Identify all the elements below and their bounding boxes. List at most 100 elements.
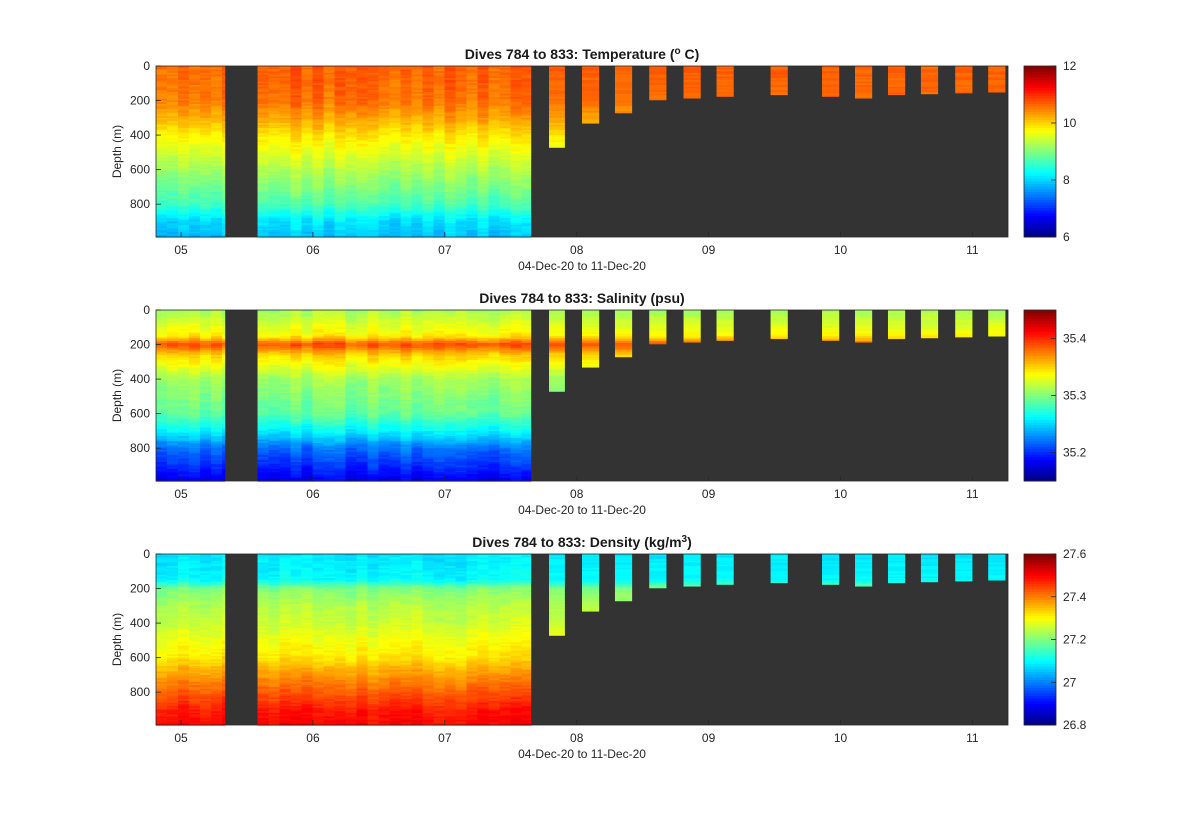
data-cell xyxy=(156,403,168,406)
data-cell xyxy=(178,140,190,143)
data-cell xyxy=(301,370,314,373)
data-cell xyxy=(257,422,270,425)
colorbar-segment xyxy=(1024,218,1056,222)
data-cell xyxy=(356,98,369,102)
data-cell xyxy=(279,152,292,155)
data-cell xyxy=(301,166,314,169)
data-cell xyxy=(378,211,391,214)
data-cell xyxy=(211,228,223,231)
data-cell xyxy=(378,133,391,136)
data-cell xyxy=(211,148,223,152)
data-cell xyxy=(211,150,223,153)
data-cell xyxy=(290,162,303,166)
data-cell xyxy=(466,123,479,126)
data-cell xyxy=(466,174,479,178)
data-cell xyxy=(488,204,501,207)
data-cell xyxy=(200,386,212,389)
data-cell xyxy=(334,202,347,205)
data-cell xyxy=(167,162,179,166)
data-cell xyxy=(211,339,223,342)
data-cell xyxy=(167,185,179,188)
data-cell xyxy=(301,74,314,77)
data-cell xyxy=(301,180,314,183)
data-cell xyxy=(178,310,190,313)
data-cell xyxy=(477,76,490,79)
data-cell xyxy=(444,173,457,176)
data-cell xyxy=(178,472,190,475)
data-cell xyxy=(312,200,325,204)
data-cell xyxy=(466,91,479,95)
data-cell xyxy=(279,112,292,115)
data-cell xyxy=(400,218,413,221)
data-cell xyxy=(290,403,303,406)
data-cell xyxy=(222,110,226,114)
data-cell xyxy=(356,123,369,126)
data-cell xyxy=(279,391,292,394)
data-cell xyxy=(488,235,501,238)
colorbar-segment xyxy=(1024,132,1056,136)
data-cell xyxy=(323,121,336,124)
data-cell xyxy=(257,190,270,193)
data-cell xyxy=(433,174,446,178)
data-cell xyxy=(222,195,226,198)
data-cell xyxy=(455,124,468,128)
data-cell xyxy=(389,124,402,128)
data-cell xyxy=(510,124,523,128)
data-cell xyxy=(433,67,446,71)
data-cell xyxy=(268,136,281,140)
data-cell xyxy=(477,173,490,176)
data-cell xyxy=(167,327,179,330)
data-cell xyxy=(466,133,479,136)
data-cell xyxy=(189,174,201,178)
data-cell xyxy=(290,219,303,223)
data-cell xyxy=(466,157,479,160)
data-cell xyxy=(279,78,292,81)
data-cell xyxy=(356,148,369,152)
data-cell xyxy=(455,114,468,117)
data-cell xyxy=(178,81,190,84)
data-cell xyxy=(156,316,168,320)
data-cell xyxy=(200,432,212,435)
data-cell xyxy=(367,159,380,162)
data-cell xyxy=(466,81,479,84)
data-cell xyxy=(411,223,424,226)
data-cell xyxy=(323,157,336,160)
data-cell xyxy=(499,174,512,178)
colorbar-tick-label: 12 xyxy=(1063,59,1077,73)
data-cell xyxy=(499,69,512,72)
data-cell xyxy=(222,117,226,121)
data-cell xyxy=(211,235,223,238)
data-cell xyxy=(323,323,336,327)
data-cell xyxy=(549,71,565,74)
data-cell xyxy=(268,372,281,375)
data-cell xyxy=(466,226,479,229)
data-cell xyxy=(167,124,179,128)
data-cell xyxy=(323,97,336,100)
data-cell xyxy=(257,231,270,235)
data-cell xyxy=(211,159,223,162)
data-cell xyxy=(189,223,201,226)
data-cell xyxy=(257,114,270,117)
data-cell xyxy=(477,78,490,81)
data-cell xyxy=(367,79,380,83)
data-cell xyxy=(167,140,179,143)
data-cell xyxy=(582,93,600,96)
data-cell xyxy=(378,104,391,107)
data-cell xyxy=(334,169,347,172)
data-cell xyxy=(433,133,446,136)
data-cell xyxy=(257,123,270,126)
data-cell xyxy=(279,458,292,461)
data-cell xyxy=(178,370,190,373)
data-cell xyxy=(367,173,380,176)
data-cell xyxy=(400,193,413,197)
data-cell xyxy=(488,152,501,155)
data-cell xyxy=(211,467,223,470)
data-cell xyxy=(200,380,212,384)
data-cell xyxy=(312,154,325,157)
data-cell xyxy=(301,142,314,145)
data-cell xyxy=(290,368,303,372)
data-cell xyxy=(200,131,212,134)
data-cell xyxy=(257,69,270,72)
data-cell xyxy=(400,81,413,84)
data-cell xyxy=(222,408,226,411)
